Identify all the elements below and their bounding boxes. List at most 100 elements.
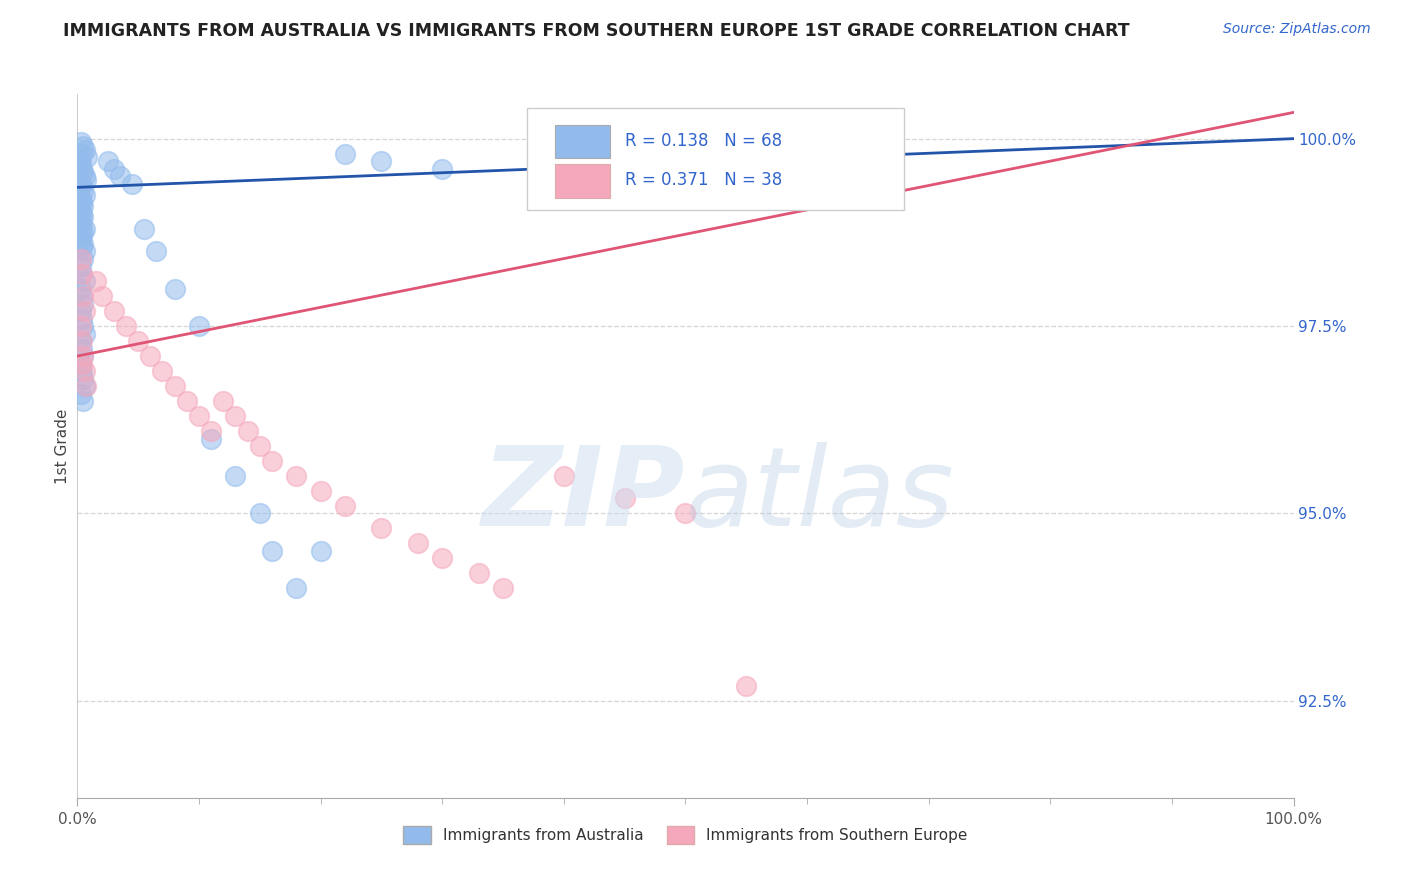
Point [70,386,93,401]
Point [72,184,94,198]
Point [76,150,98,164]
Point [134,221,156,235]
Text: ZIP: ZIP [482,442,686,549]
Point [103,161,125,176]
Point [70,218,93,232]
Point [127,334,149,348]
Point [108,169,131,183]
Point [145,244,167,258]
Point [152,364,174,378]
Point [72,252,94,266]
Point [260,544,283,558]
Point [576,169,599,183]
Point [309,544,332,558]
Point [70,229,93,244]
Point [285,469,308,483]
Point [70,195,93,210]
Point [70,214,93,228]
Point [188,409,211,423]
Point [72,349,94,363]
Point [675,507,697,521]
Point [333,146,356,161]
Point [553,469,575,483]
Point [70,334,93,348]
Point [70,267,93,281]
Point [200,432,222,446]
Point [69,158,91,172]
Point [73,326,96,341]
Point [70,342,93,356]
Point [176,394,198,409]
Point [70,233,93,247]
Point [70,240,93,254]
Point [75,379,97,393]
Point [70,202,93,217]
Point [735,679,758,693]
Point [467,566,489,581]
Point [370,521,392,535]
Point [72,139,94,153]
Point [613,491,636,506]
Point [70,311,93,326]
Point [285,582,308,596]
Text: atlas: atlas [686,442,955,549]
Point [84,274,107,288]
Text: R = 0.138   N = 68: R = 0.138 N = 68 [624,132,782,150]
Point [72,371,94,385]
Point [249,439,271,453]
Point [72,225,94,239]
Point [370,154,392,169]
Bar [555,164,610,198]
Point [212,394,235,409]
Point [333,499,356,513]
Text: IMMIGRANTS FROM AUSTRALIA VS IMMIGRANTS FROM SOUTHERN EUROPE 1ST GRADE CORRELATI: IMMIGRANTS FROM AUSTRALIA VS IMMIGRANTS … [63,22,1130,40]
Point [260,454,283,468]
Legend: Immigrants from Australia, Immigrants from Southern Europe: Immigrants from Australia, Immigrants fr… [396,820,974,851]
Point [70,282,93,296]
Point [163,282,186,296]
Point [72,296,94,310]
Point [163,379,186,393]
Point [70,334,93,348]
Point [188,319,211,334]
Point [430,551,453,566]
Point [73,187,96,202]
Point [73,274,96,288]
Point [72,349,94,363]
Point [72,289,94,303]
Point [70,136,93,150]
Point [70,304,93,318]
Point [70,319,93,334]
Point [103,304,125,318]
Point [72,199,94,213]
Point [97,154,120,169]
Point [236,424,259,438]
Point [73,364,96,378]
Point [72,165,94,179]
Point [121,177,143,191]
Point [70,154,93,169]
Bar [555,125,610,159]
Point [72,211,94,225]
Point [70,267,93,281]
Point [200,424,222,438]
Point [139,349,162,363]
Point [70,161,93,176]
Point [70,259,93,273]
Y-axis label: 1st Grade: 1st Grade [55,409,70,483]
Point [224,469,246,483]
Point [70,206,93,220]
Point [430,161,453,176]
Point [90,289,112,303]
Point [70,146,93,161]
Point [70,252,93,266]
Point [70,289,93,303]
Point [224,409,246,423]
Point [73,221,96,235]
Point [249,507,271,521]
FancyBboxPatch shape [527,108,904,210]
Point [70,357,93,371]
Point [70,192,93,206]
Point [73,304,96,318]
Point [73,379,96,393]
